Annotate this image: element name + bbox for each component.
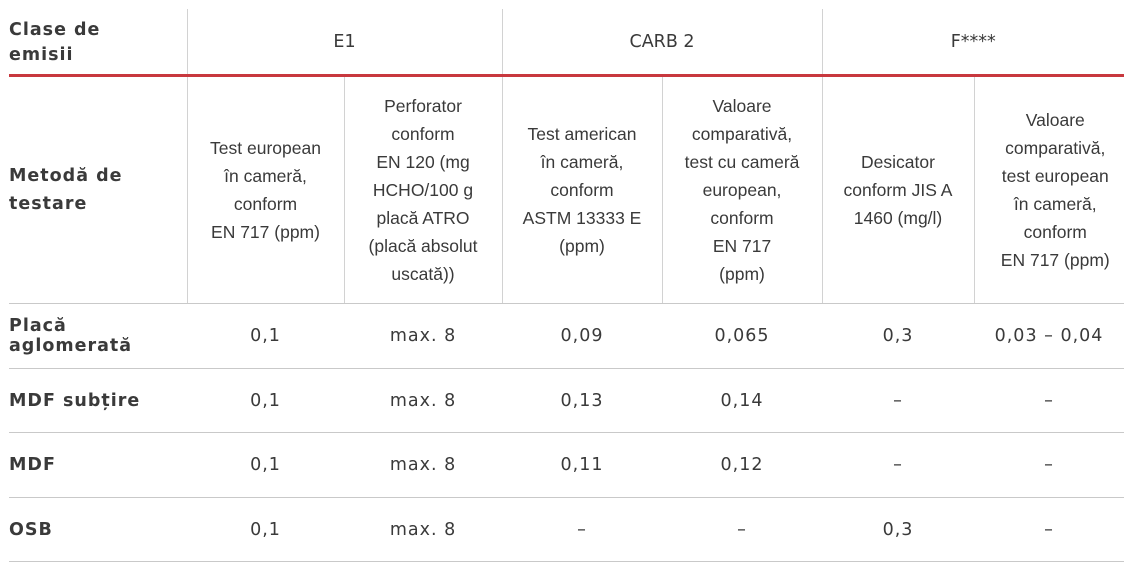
row-label: Placă aglomerată [9, 303, 187, 369]
method-row-label: Metodă de testare [9, 75, 187, 304]
group-header-f4star: F**** [821, 9, 1125, 77]
table-row: OSB 0,1 max. 8 – – 0,3 – [9, 497, 1125, 562]
method-cell: Perforator conform EN 120 (mg HCHO/100 g… [343, 75, 503, 304]
method-cell: Valoare comparativă, test european în ca… [973, 75, 1125, 304]
value-cell: 0,13 [502, 368, 663, 433]
value-cell: – [822, 368, 975, 433]
value-cell: max. 8 [344, 368, 503, 433]
emission-classes-label: Clase de emisii [9, 9, 187, 77]
value-cell: – [662, 497, 823, 562]
value-cell: 0,1 [187, 497, 344, 562]
value-cell: 0,1 [187, 368, 344, 433]
row-label: MDF subțire [9, 368, 187, 433]
value-cell: – [822, 432, 975, 498]
value-cell: 0,03 – 0,04 [974, 303, 1125, 369]
value-cell: – [974, 432, 1125, 498]
value-cell: max. 8 [344, 497, 503, 562]
value-cell: – [974, 497, 1125, 562]
emission-classes-table: Clase de emisii E1 CARB 2 F**** Metodă d… [9, 9, 1125, 562]
method-cell: Valoare comparativă, test cu cameră euro… [661, 75, 823, 304]
method-row: Metodă de testare Test european în camer… [9, 75, 1125, 304]
row-label: OSB [9, 497, 187, 562]
value-cell: 0,12 [662, 432, 823, 498]
value-cell: 0,1 [187, 303, 344, 369]
value-cell: 0,09 [502, 303, 663, 369]
value-cell: 0,1 [187, 432, 344, 498]
group-header-carb2: CARB 2 [501, 9, 823, 77]
header-row: Clase de emisii E1 CARB 2 F**** [9, 9, 1125, 77]
method-cell: Desicator conform JIS A 1460 (mg/l) [821, 75, 975, 304]
value-cell: 0,11 [502, 432, 663, 498]
method-cell: Test european în cameră, conform EN 717 … [186, 75, 344, 304]
table-row: MDF subțire 0,1 max. 8 0,13 0,14 – – [9, 368, 1125, 433]
value-cell: 0,065 [662, 303, 823, 369]
value-cell: max. 8 [344, 432, 503, 498]
table-row: Placă aglomerată 0,1 max. 8 0,09 0,065 0… [9, 303, 1125, 369]
value-cell: max. 8 [344, 303, 503, 369]
value-cell: 0,3 [822, 303, 975, 369]
value-cell: – [974, 368, 1125, 433]
value-cell: 0,14 [662, 368, 823, 433]
row-label: MDF [9, 432, 187, 498]
group-header-e1: E1 [186, 9, 503, 77]
table-row: MDF 0,1 max. 8 0,11 0,12 – – [9, 432, 1125, 498]
value-cell: 0,3 [822, 497, 975, 562]
method-cell: Test american în cameră, conform ASTM 13… [501, 75, 663, 304]
value-cell: – [502, 497, 663, 562]
